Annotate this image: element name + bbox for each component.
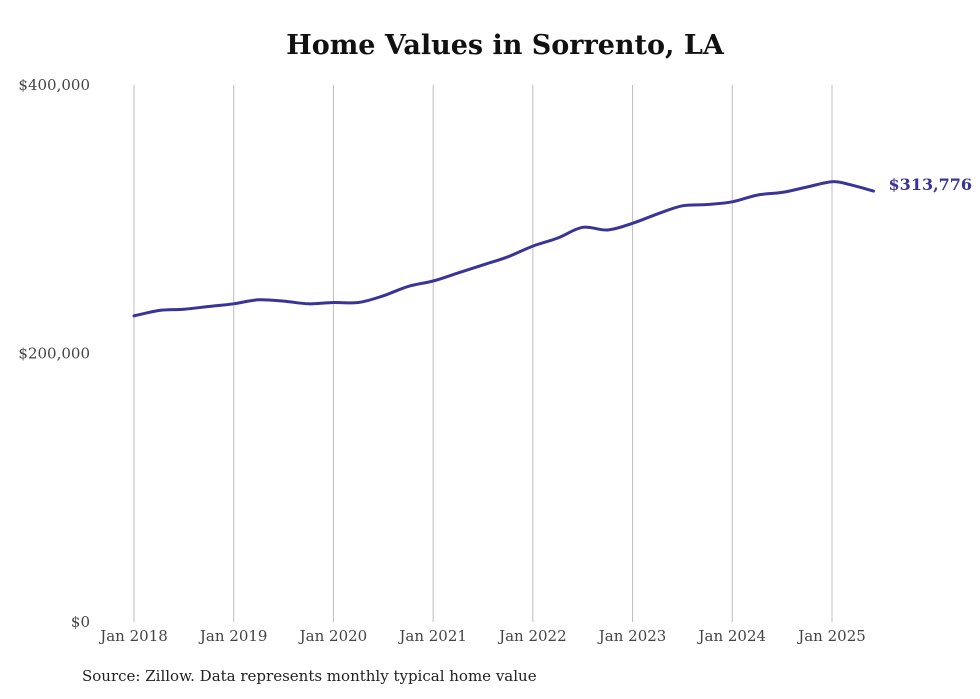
end-value-label: $313,776 (889, 175, 973, 194)
y-axis-ticks: $0 $200,000 $400,000 (18, 76, 90, 631)
source-note: Source: Zillow. Data represents monthly … (82, 667, 537, 685)
gridlines (133, 85, 833, 622)
x-tick-label: Jan 2019 (198, 627, 268, 645)
series-layer (132, 180, 875, 318)
x-tick-label: Jan 2018 (98, 627, 168, 645)
series-line (132, 180, 875, 318)
y-tick-label: $400,000 (18, 76, 90, 94)
y-tick-label: $0 (71, 613, 90, 631)
chart-title: Home Values in Sorrento, LA (286, 30, 724, 61)
x-tick-label: Jan 2021 (397, 627, 467, 645)
x-tick-label: Jan 2022 (497, 627, 567, 645)
x-tick-label: Jan 2020 (298, 627, 368, 645)
x-tick-label: Jan 2023 (597, 627, 667, 645)
y-tick-label: $200,000 (18, 345, 90, 363)
end-label-layer: $313,776 (889, 175, 973, 194)
x-axis-ticks: Jan 2018 Jan 2019 Jan 2020 Jan 2021 Jan 2022… (98, 627, 866, 645)
x-tick-label: Jan 2025 (796, 627, 866, 645)
x-tick-label: Jan 2024 (697, 627, 767, 645)
